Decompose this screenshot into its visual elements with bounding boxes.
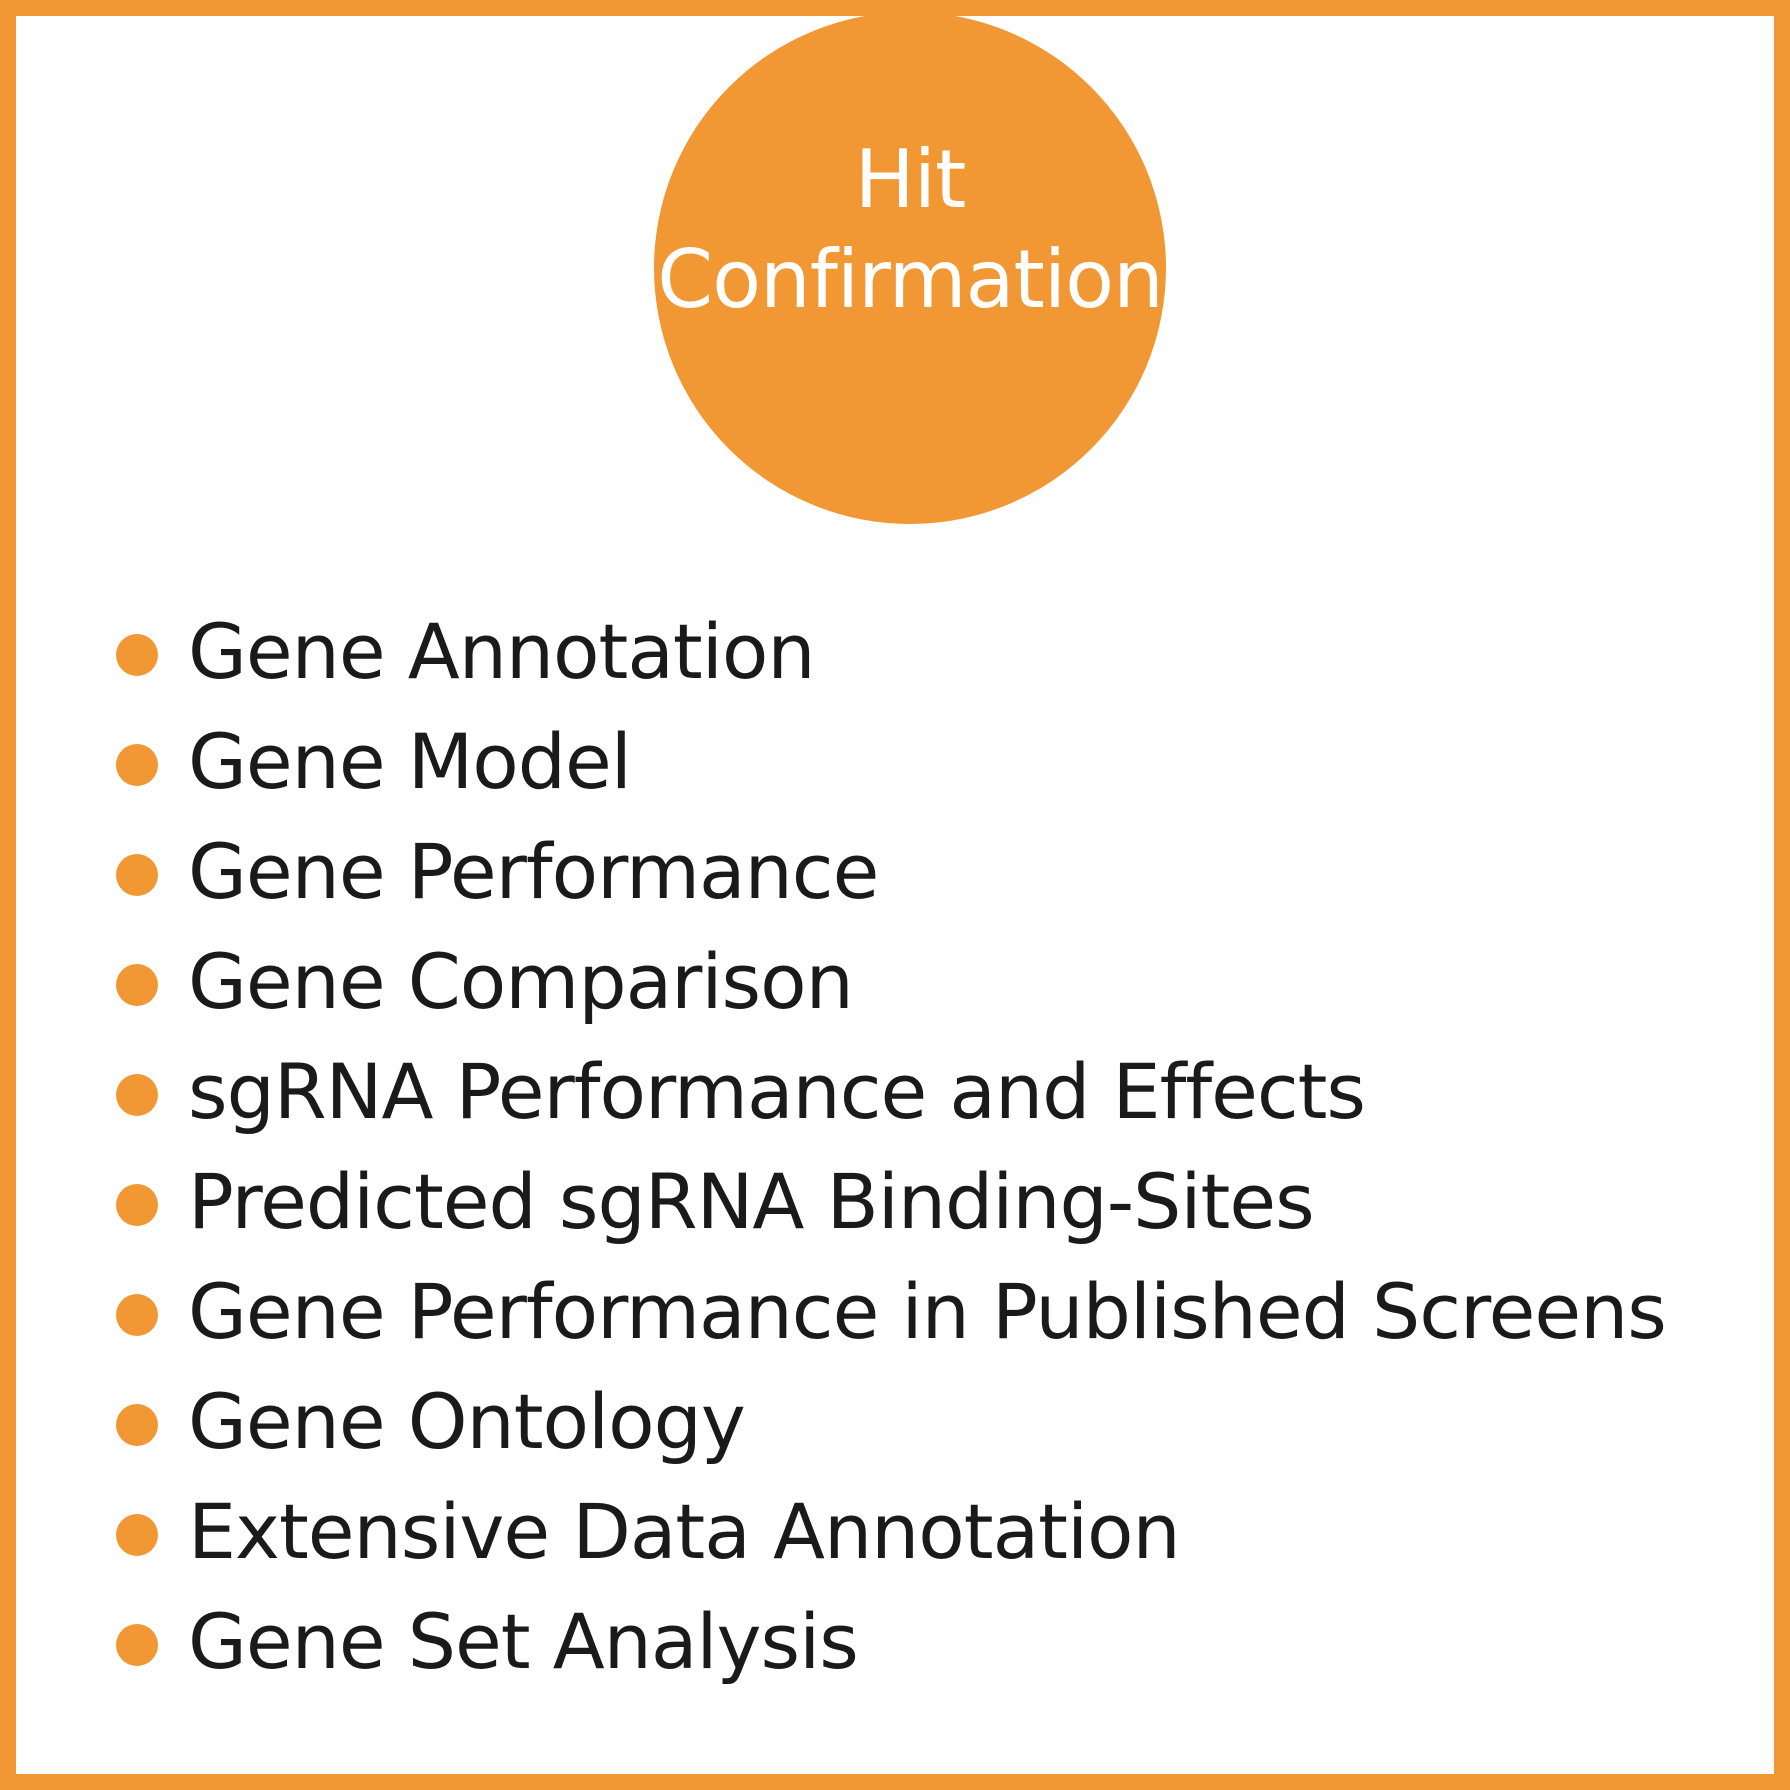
bullet-dot-icon: [116, 854, 158, 896]
list-item: Predicted sgRNA Binding-Sites: [116, 1146, 1666, 1256]
list-item-label: Gene Annotation: [188, 606, 816, 696]
list-item: Gene Set Analysis: [116, 1586, 1666, 1696]
list-item-label: Gene Model: [188, 716, 632, 806]
list-item-label: Gene Performance: [188, 826, 879, 916]
list-item-label: Extensive Data Annotation: [188, 1486, 1181, 1576]
list-item: Extensive Data Annotation: [116, 1476, 1666, 1586]
bullet-dot-icon: [116, 1404, 158, 1446]
list-item-label: Predicted sgRNA Binding-Sites: [188, 1156, 1315, 1246]
list-item: Gene Performance in Published Screens: [116, 1256, 1667, 1366]
list-item-label: Gene Set Analysis: [188, 1596, 859, 1686]
feature-list: Gene Annotation Gene Model Gene Performa…: [116, 596, 1667, 1696]
list-item: Gene Model: [116, 706, 1666, 816]
list-item: Gene Performance: [116, 816, 1666, 926]
list-item-label: Gene Comparison: [188, 936, 854, 1026]
bullet-dot-icon: [116, 964, 158, 1006]
title-circle: Hit Confirmation: [654, 12, 1166, 524]
title-text: Hit Confirmation: [657, 133, 1164, 326]
bullet-dot-icon: [116, 1074, 158, 1116]
bullet-dot-icon: [116, 744, 158, 786]
bullet-dot-icon: [116, 1294, 158, 1336]
list-item: sgRNA Performance and Effects: [116, 1036, 1666, 1146]
list-item-label: Gene Performance in Published Screens: [188, 1266, 1667, 1356]
list-item: Gene Comparison: [116, 926, 1666, 1036]
bullet-dot-icon: [116, 1184, 158, 1226]
bullet-dot-icon: [116, 634, 158, 676]
bullet-dot-icon: [116, 1514, 158, 1556]
bullet-dot-icon: [116, 1624, 158, 1666]
list-item-label: Gene Ontology: [188, 1376, 746, 1466]
list-item-label: sgRNA Performance and Effects: [188, 1046, 1366, 1136]
list-item: Gene Annotation: [116, 596, 1666, 706]
list-item: Gene Ontology: [116, 1366, 1666, 1476]
